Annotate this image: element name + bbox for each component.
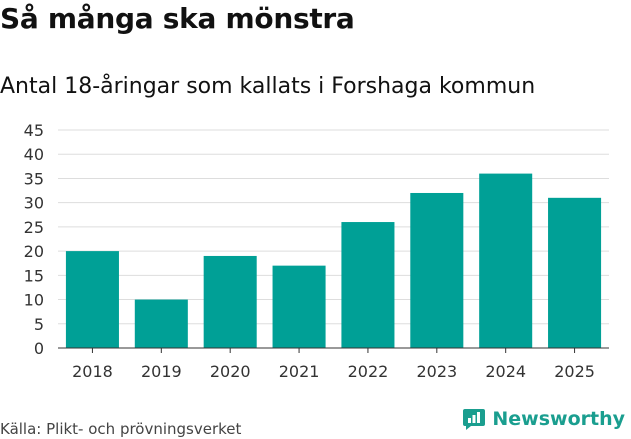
x-tick-label: 2020 [210, 362, 251, 381]
y-tick-label: 10 [24, 291, 44, 310]
x-tick-label: 2021 [279, 362, 320, 381]
x-tick-label: 2019 [141, 362, 182, 381]
x-tick-label: 2022 [348, 362, 389, 381]
y-tick-label: 0 [34, 339, 44, 358]
x-tick-label: 2024 [485, 362, 526, 381]
x-tick-label: 2018 [72, 362, 113, 381]
x-tick-label: 2023 [416, 362, 457, 381]
bar-2022 [341, 222, 395, 348]
y-axis-ticks: 0 5 10 15 20 25 30 35 40 45 [24, 121, 44, 358]
chart-subtitle: Antal 18-åringar som kallats i Forshaga … [0, 74, 536, 99]
y-tick-label: 45 [24, 121, 44, 140]
bar-2023 [410, 192, 464, 348]
grid-lines [58, 129, 609, 325]
bar-2024 [479, 173, 533, 348]
source-note: Källa: Plikt- och prövningsverket [0, 420, 242, 438]
y-tick-label: 35 [24, 169, 44, 188]
y-tick-label: 30 [24, 194, 44, 213]
bars [65, 173, 602, 348]
y-tick-label: 40 [24, 145, 44, 164]
x-tick-label: 2025 [554, 362, 595, 381]
bar-2020 [203, 255, 257, 348]
chart-title: Så många ska mönstra [0, 2, 355, 35]
bar-2025 [548, 197, 602, 348]
y-tick-label: 15 [24, 266, 44, 285]
bar-2021 [272, 265, 326, 348]
y-tick-label: 5 [34, 315, 44, 334]
bar-2019 [134, 299, 188, 348]
y-tick-label: 25 [24, 218, 44, 237]
x-axis-ticks: 2018 2019 2020 2021 2022 2023 2024 2025 [72, 348, 595, 381]
chart-bubble-icon [463, 409, 486, 430]
brand-name: Newsworthy [492, 408, 625, 430]
y-tick-label: 20 [24, 242, 44, 261]
bar-2018 [65, 251, 119, 348]
newsworthy-logo: Newsworthy [462, 407, 625, 431]
